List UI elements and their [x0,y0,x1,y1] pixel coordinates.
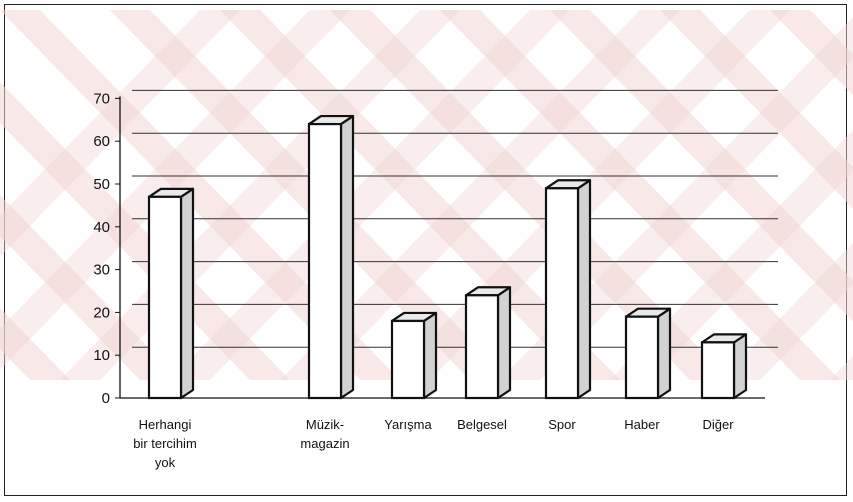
x-tick-label: Müzik-magazin [300,417,349,451]
y-tick-label: 60 [93,133,110,150]
bar [624,307,672,400]
gridlines [132,89,778,348]
watermark-stripe [550,10,853,322]
y-tick-label: 10 [93,347,110,364]
watermark-stripe [330,10,730,380]
bar-front [307,122,343,400]
watermark-stripe [0,195,180,380]
bar-side [179,187,195,400]
bar [147,187,195,400]
bar-front [624,315,660,400]
bar-side [422,311,438,400]
watermark-stripe [830,356,853,380]
x-tick-label: Diğer [702,417,734,432]
watermark-stripe [440,10,840,380]
bar-side [496,286,512,400]
bar-side [732,333,748,400]
bar [390,311,438,400]
watermark-stripe [0,81,290,380]
x-tick-label: Spor [548,417,576,432]
y-tick-label: 40 [93,219,110,236]
watermark-stripe [770,10,853,96]
y-tick-label: 30 [93,262,110,279]
watermark-stripe [280,10,680,380]
y-ticks: 0 10 20 30 40 50 60 70 [93,90,120,407]
watermark-stripe [170,10,570,380]
bar-front [390,319,426,400]
bar-front [544,187,580,400]
bar-front [147,195,183,400]
y-tick-label: 50 [93,176,110,193]
y-tick-label: 70 [93,90,110,107]
bar-side [576,179,592,400]
y-tick-label: 0 [102,390,110,407]
x-tick-label: Yarışma [384,417,432,432]
bar-side [339,114,355,400]
x-tick-label: Belgesel [457,417,507,432]
watermark-stripe [0,10,400,380]
y-tick-label: 20 [93,304,110,321]
watermark-stripe [720,243,853,380]
bar [464,286,512,400]
bar-front [464,294,500,400]
bar [544,179,592,400]
bar [700,333,748,400]
x-tick-label: Haber [624,417,660,432]
bar-side [656,307,672,400]
x-tick-labels: Herhangi bir tercihim yok Müzik-magazin Yarı… [133,417,734,470]
bars [147,114,748,400]
watermark-stripe [220,10,620,380]
bar-front [700,341,736,400]
watermark-stripe [660,10,853,209]
x-tick-label: Herhangi bir tercihim yok [133,417,197,470]
watermark-stripe [0,308,70,380]
bar [307,114,355,400]
